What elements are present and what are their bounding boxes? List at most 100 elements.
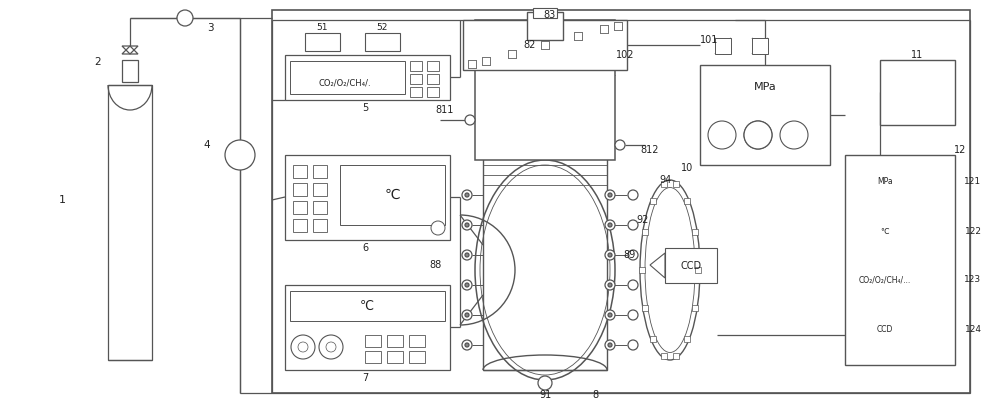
Text: 121: 121 [964,177,982,187]
Bar [387,351,403,363]
Circle shape [465,115,475,125]
Bar [946,177,953,185]
Bar [937,166,944,174]
Circle shape [628,280,638,290]
Bar [468,60,476,69]
Circle shape [465,313,469,317]
Bar [845,155,955,365]
Circle shape [291,335,315,359]
Bar [684,336,690,342]
Bar [850,261,935,299]
Bar [715,38,731,54]
Bar [614,21,622,29]
Text: 124: 124 [964,324,982,334]
Bar [642,229,648,235]
Circle shape [605,310,615,320]
Bar [946,166,953,174]
Bar [293,165,307,178]
Text: ℃: ℃ [360,299,374,312]
Bar [661,181,667,187]
Circle shape [465,253,469,257]
Bar [946,324,953,332]
Circle shape [628,340,638,350]
Bar [122,60,138,82]
Bar [365,335,381,347]
Bar [946,215,953,223]
Circle shape [744,121,772,149]
Bar [937,335,944,343]
Bar [880,60,955,125]
Bar [673,353,679,359]
Bar [937,324,944,332]
Circle shape [431,221,445,235]
Circle shape [538,376,552,390]
Bar [409,351,425,363]
Bar [410,74,422,84]
Circle shape [319,335,343,359]
Bar [946,188,953,196]
Bar [285,155,450,240]
Bar [937,188,944,196]
Bar [290,291,445,321]
Bar [692,229,698,235]
Bar [650,198,656,204]
Circle shape [608,343,612,347]
Circle shape [628,250,638,260]
Circle shape [605,190,615,200]
Circle shape [465,223,469,227]
Text: 7: 7 [362,373,368,383]
Text: 89: 89 [624,250,636,260]
Circle shape [462,310,472,320]
Bar [937,177,944,185]
Circle shape [605,250,615,260]
Circle shape [608,313,612,317]
Bar [700,65,830,165]
Bar [665,248,717,283]
Bar [946,335,953,343]
Text: 83: 83 [544,10,556,20]
Bar [937,286,944,294]
Circle shape [298,342,308,352]
Bar [409,335,425,347]
Circle shape [462,340,472,350]
Bar [313,201,327,214]
Circle shape [225,140,255,170]
Text: ℃: ℃ [384,188,400,202]
Text: 92: 92 [637,215,649,225]
Bar [427,61,439,71]
Circle shape [780,121,808,149]
Bar [850,310,935,348]
Bar [482,57,490,64]
Bar [285,55,450,100]
Text: 52: 52 [376,23,388,31]
Circle shape [628,220,638,230]
Circle shape [465,193,469,197]
Text: 2: 2 [95,57,101,67]
Circle shape [462,280,472,290]
Bar [475,20,615,160]
Bar [850,212,935,250]
Bar [410,61,422,71]
Text: 811: 811 [436,105,454,115]
Circle shape [708,121,736,149]
Bar [293,219,307,232]
Circle shape [177,10,193,26]
Bar [937,226,944,234]
Text: 101: 101 [700,35,718,45]
Bar [468,60,476,69]
Bar [427,74,439,84]
Bar [614,21,622,29]
Text: 102: 102 [616,50,634,60]
Bar [541,41,549,49]
Bar [937,237,944,245]
Circle shape [605,220,615,230]
Bar [574,32,582,40]
Bar [650,336,656,342]
Circle shape [465,343,469,347]
Bar [946,264,953,272]
Bar [285,285,450,370]
Bar [937,264,944,272]
Bar [600,25,608,33]
Bar [293,183,307,196]
Text: 10: 10 [681,163,693,173]
